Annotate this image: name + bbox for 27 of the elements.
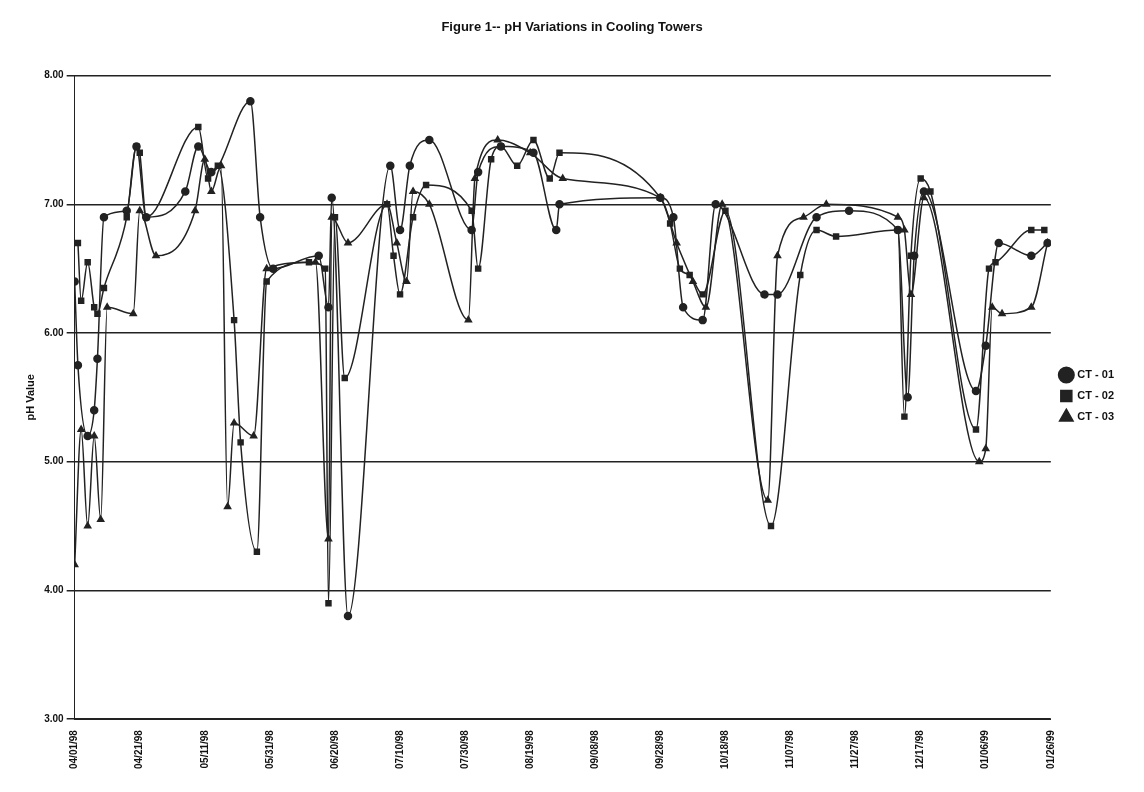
x-tick-label: 11/07/98 [784,729,796,769]
x-tick-label: 04/01/98 [68,729,80,770]
legend-label: CT - 02 [1077,389,1115,402]
x-tick-label: 10/18/98 [719,729,731,770]
y-tick-label: 4.00 [44,584,65,596]
y-axis-title: pH Value [23,374,36,421]
y-tick-label: 6.00 [44,326,65,338]
y-tick-label: 7.00 [44,198,65,210]
x-tick-label: 04/21/98 [133,729,145,770]
x-tick-label: 09/08/98 [589,729,601,770]
legend-label: CT - 03 [1077,410,1115,423]
x-tick-label: 05/31/98 [263,729,275,770]
x-tick-label: 01/26/99 [1044,729,1056,770]
x-tick-label: 07/30/98 [458,729,470,770]
x-tick-label: 05/11/98 [198,729,210,769]
y-tick-label: 8.00 [44,69,65,81]
y-tick-label: 3.00 [44,712,65,724]
legend-label: CT - 01 [1077,368,1115,381]
x-tick-label: 08/19/98 [523,729,535,770]
x-tick-label: 11/27/98 [849,729,861,769]
y-tick-label: 5.00 [44,455,65,467]
x-tick-label: 07/10/98 [393,729,405,770]
x-tick-label: 01/06/99 [979,729,991,770]
x-tick-label: 09/28/98 [654,729,666,770]
chart-title: Figure 1-- pH Variations in Cooling Towers [441,19,703,35]
x-tick-label: 06/20/98 [328,729,340,770]
x-tick-label: 12/17/98 [914,729,926,770]
